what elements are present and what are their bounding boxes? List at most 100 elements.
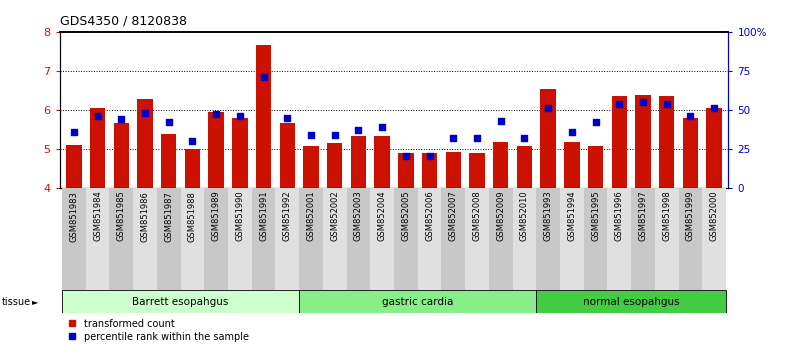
Bar: [631, 188, 655, 290]
Bar: [323, 188, 346, 290]
Legend: transformed count, percentile rank within the sample: transformed count, percentile rank withi…: [64, 315, 253, 346]
Point: [518, 135, 531, 141]
Point: [115, 116, 127, 122]
Bar: [489, 188, 513, 290]
Point: [613, 101, 626, 106]
Text: tissue: tissue: [2, 297, 31, 307]
Text: GSM852004: GSM852004: [377, 191, 387, 241]
Bar: [346, 188, 370, 290]
Text: GSM852007: GSM852007: [449, 191, 458, 241]
Point: [661, 101, 673, 106]
Text: GSM852006: GSM852006: [425, 191, 434, 241]
Point: [92, 113, 104, 119]
Bar: [611, 96, 627, 188]
Bar: [398, 153, 414, 188]
Text: normal esopahgus: normal esopahgus: [583, 297, 680, 307]
Bar: [138, 99, 153, 188]
Bar: [517, 146, 533, 188]
Bar: [351, 136, 366, 188]
Bar: [114, 124, 129, 188]
Point: [210, 112, 223, 117]
Bar: [706, 108, 722, 188]
Bar: [157, 188, 181, 290]
Text: GDS4350 / 8120838: GDS4350 / 8120838: [60, 14, 187, 27]
Text: GSM851985: GSM851985: [117, 191, 126, 241]
Bar: [205, 188, 228, 290]
Bar: [465, 188, 489, 290]
Point: [376, 124, 388, 130]
Bar: [86, 188, 110, 290]
Point: [281, 115, 294, 120]
Text: GSM851995: GSM851995: [591, 191, 600, 241]
Point: [139, 110, 151, 116]
Text: GSM851992: GSM851992: [283, 191, 292, 241]
Bar: [702, 188, 726, 290]
Text: GSM851998: GSM851998: [662, 191, 671, 241]
Point: [447, 135, 459, 141]
Bar: [133, 188, 157, 290]
Text: GSM852002: GSM852002: [330, 191, 339, 241]
Text: GSM852001: GSM852001: [306, 191, 315, 241]
Bar: [537, 290, 726, 313]
Bar: [678, 188, 702, 290]
Bar: [446, 152, 461, 188]
Point: [542, 105, 555, 111]
Bar: [110, 188, 133, 290]
Bar: [540, 90, 556, 188]
Point: [708, 105, 720, 111]
Text: GSM852009: GSM852009: [496, 191, 505, 241]
Text: GSM852005: GSM852005: [401, 191, 411, 241]
Point: [257, 74, 270, 80]
Text: gastric cardia: gastric cardia: [382, 297, 454, 307]
Bar: [470, 153, 485, 188]
Text: GSM851987: GSM851987: [164, 191, 174, 241]
Bar: [418, 188, 442, 290]
Bar: [635, 95, 650, 188]
Bar: [683, 118, 698, 188]
Text: GSM851994: GSM851994: [568, 191, 576, 241]
Text: GSM851988: GSM851988: [188, 191, 197, 241]
Bar: [583, 188, 607, 290]
Text: Barrett esopahgus: Barrett esopahgus: [132, 297, 228, 307]
Text: GSM852000: GSM852000: [709, 191, 719, 241]
Bar: [275, 188, 299, 290]
Bar: [394, 188, 418, 290]
Bar: [327, 143, 342, 188]
Bar: [252, 188, 275, 290]
Point: [233, 113, 246, 119]
Point: [352, 127, 365, 133]
Text: GSM851999: GSM851999: [686, 191, 695, 241]
Point: [494, 118, 507, 124]
Text: GSM851996: GSM851996: [615, 191, 624, 241]
Bar: [588, 146, 603, 188]
Bar: [564, 142, 579, 188]
Point: [684, 113, 696, 119]
Bar: [370, 188, 394, 290]
Bar: [442, 188, 465, 290]
Point: [162, 119, 175, 125]
Bar: [299, 188, 323, 290]
Point: [305, 132, 318, 137]
Point: [589, 119, 602, 125]
Bar: [256, 46, 271, 188]
Bar: [66, 145, 82, 188]
Bar: [279, 124, 295, 188]
Bar: [209, 113, 224, 188]
Point: [470, 135, 483, 141]
Bar: [655, 188, 678, 290]
Bar: [161, 134, 177, 188]
Text: GSM852003: GSM852003: [354, 191, 363, 241]
Bar: [374, 136, 390, 188]
Point: [423, 154, 436, 159]
Text: GSM851991: GSM851991: [259, 191, 268, 241]
Bar: [537, 188, 560, 290]
Bar: [185, 149, 200, 188]
Bar: [560, 188, 583, 290]
Point: [400, 154, 412, 159]
Text: GSM851984: GSM851984: [93, 191, 102, 241]
Text: GSM851986: GSM851986: [141, 191, 150, 241]
Bar: [232, 118, 248, 188]
Bar: [181, 188, 205, 290]
Point: [186, 138, 199, 144]
Bar: [607, 188, 631, 290]
